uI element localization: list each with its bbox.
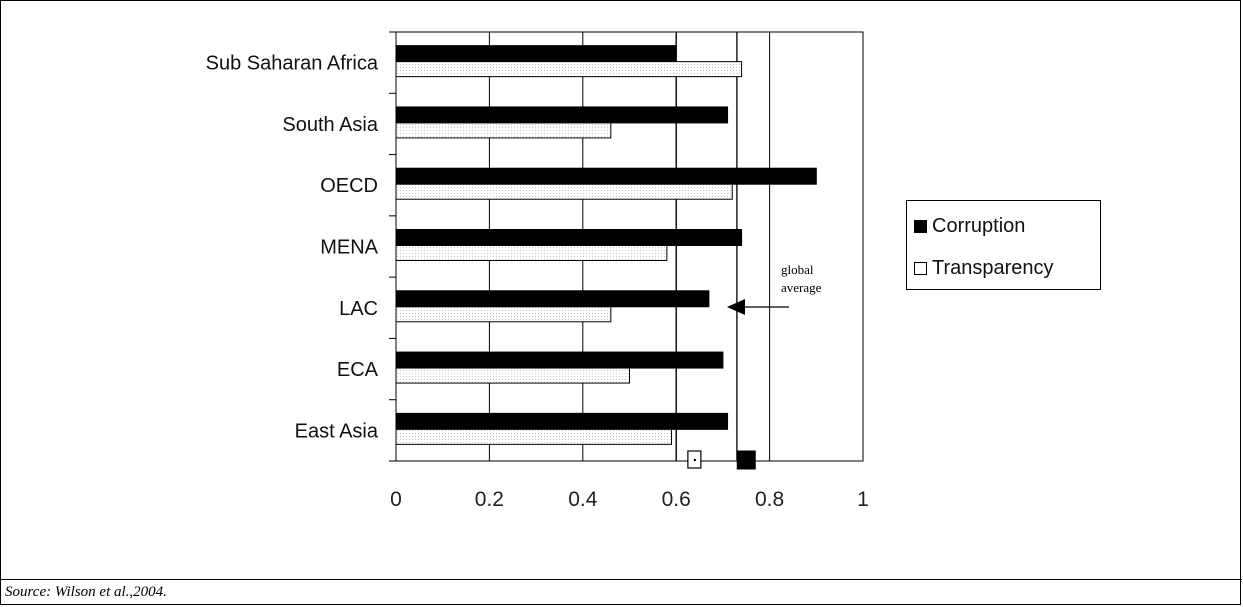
legend-item-transparency: Transparency bbox=[914, 253, 1054, 283]
legend-item-corruption: Corruption bbox=[914, 211, 1025, 241]
annotation-arrow-head bbox=[727, 299, 745, 315]
source-note: Source: Wilson et al.,2004. bbox=[5, 584, 167, 600]
category-label: LAC bbox=[339, 298, 378, 320]
bar-transparency bbox=[395, 306, 612, 323]
bar-corruption bbox=[395, 351, 724, 369]
x-tick-label: 0.2 bbox=[475, 488, 504, 511]
bar-transparency bbox=[395, 245, 668, 261]
bar-corruption bbox=[395, 229, 743, 246]
category-label: OECD bbox=[320, 175, 378, 197]
source-row: Source: Wilson et al.,2004. bbox=[1, 579, 1242, 606]
bar-transparency bbox=[395, 61, 743, 78]
bar-corruption bbox=[395, 412, 729, 430]
x-tick-label: 0.8 bbox=[755, 488, 784, 511]
legend-label-corruption: Corruption bbox=[932, 214, 1026, 237]
annotation-global: global bbox=[781, 262, 814, 277]
bar-transparency bbox=[395, 183, 733, 200]
category-label: ECA bbox=[337, 359, 379, 381]
chart-legend: Corruption Transparency bbox=[906, 200, 1101, 290]
annotation-average: average bbox=[781, 280, 822, 295]
x-tick-label: 0.4 bbox=[568, 488, 598, 511]
global-average-transparency-dot bbox=[693, 458, 697, 462]
legend-swatch-corruption bbox=[914, 219, 927, 233]
category-label: Sub Saharan Africa bbox=[206, 53, 379, 75]
category-label: South Asia bbox=[282, 114, 379, 136]
legend-label-transparency: Transparency bbox=[932, 256, 1054, 279]
x-tick-label: 0 bbox=[390, 488, 402, 511]
global-average-corruption-marker bbox=[736, 450, 756, 470]
bar-corruption bbox=[395, 290, 710, 308]
bar-transparency bbox=[395, 122, 612, 139]
bar-transparency bbox=[395, 367, 630, 384]
x-tick-label: 0.6 bbox=[662, 488, 691, 511]
legend-swatch-transparency bbox=[914, 261, 927, 275]
bar-corruption bbox=[395, 167, 817, 185]
bar-corruption bbox=[395, 45, 677, 63]
category-label: MENA bbox=[320, 237, 378, 259]
x-tick-label: 1 bbox=[857, 488, 869, 511]
category-label: East Asia bbox=[295, 420, 379, 442]
bar-transparency bbox=[395, 428, 673, 445]
bar-corruption bbox=[395, 106, 729, 124]
bar-chart: 0 0.2 0.4 0.6 0.8 1 Sub Saharan Africa South As… bbox=[206, 31, 869, 511]
